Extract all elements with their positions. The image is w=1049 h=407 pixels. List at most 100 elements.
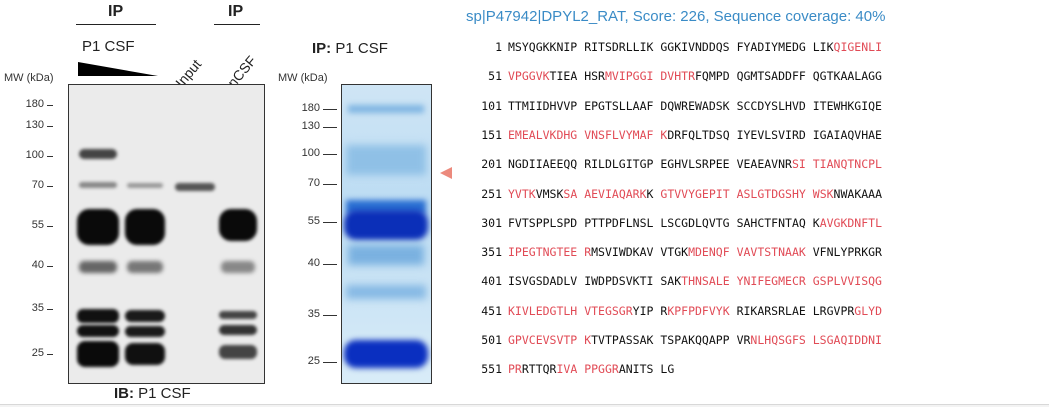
sequence-residues: RITSDRLLIK [584,40,654,54]
sequence-residues: EPGTSLLAAF [584,98,654,113]
sequence-residues: SAK [660,274,682,289]
sequence-residues: SCCDYSLHVD [736,98,806,113]
band-25-lane1 [77,341,119,367]
band-70-input [175,183,215,191]
matched-peptide: MVIPGGI [604,69,654,84]
band-45-ncsf [221,261,255,273]
sequence-position: 451 [481,303,502,318]
concentration-wedge [78,62,158,76]
mascot-hit-title: sp|P47942|DPYL2_RAT, Score: 226, Sequenc… [466,8,886,25]
sequence-residues: ITEWHKGIQE [812,98,882,113]
matched-peptide: VTEGSGR [584,303,633,318]
western-blot-image [68,84,265,384]
sequence-line: 501 GPVCEVSVTP KTVTPASSAK TSPAKQQAPP VRNL… [466,333,882,347]
matched-peptide: GLYD [854,303,882,318]
gel-ip-label: P1 CSF [335,40,388,57]
gel-mw-marker-25: 25 [307,355,320,367]
gel-band-40 [346,285,426,299]
blot-mw-marker-40: 40 [31,259,44,271]
matched-peptide: R [584,245,592,260]
sequence-line: 1 MSYQGKKNIP RITSDRLLIK GGKIVNDDQS FYADIY… [466,40,882,54]
sequence-residues: ANITS [618,362,654,377]
blot-mw-marker-130: 130 [25,119,44,131]
gel-mw-tick [323,109,337,110]
matched-peptide: DVHTR [660,69,695,84]
blot-mw-tick [47,226,53,227]
gel-mw-label: MW (kDa) [278,72,328,84]
matched-peptide: VNSFLVYMAF [584,127,654,142]
sequence-position: 201 [481,157,502,172]
matched-peptide: GPVCEVSVTP [508,333,578,347]
ip-underline-ncsf [214,24,260,25]
matched-peptide: GTVVYGEPIT [660,186,730,201]
sequence-residues: NWAKAAA [833,186,883,201]
band-33-lane2 [125,326,165,337]
ib-caption: IB: P1 CSF [114,385,191,402]
gel-mw-marker-35: 35 [307,308,320,320]
sequence-line: 251 YVTKVMSKSA AEVIAQARKK GTVVYGEPIT ASLG… [466,187,882,201]
matched-peptide: EMEALVKDHG [508,127,578,142]
matched-peptide: IVA [556,362,578,377]
band-55-lane2 [125,209,165,245]
matched-peptide: KIVLEDGTLH [508,303,578,318]
pointer-arrowhead-icon [440,167,452,179]
blot-mw-marker-25: 25 [31,347,44,359]
band-35-lane1 [77,309,119,323]
matched-peptide: K [584,333,592,347]
matched-peptide: KPFPDFVYK [667,303,730,318]
sequence-residues: LG [660,362,675,377]
sequence-line: 451 KIVLEDGTLH VTEGSGRYIP RKPFPDFVYK RIKA… [466,304,882,318]
band-45-lane2 [127,261,163,273]
band-33-lane1 [77,325,119,337]
gel-mw-tick [323,264,337,265]
matched-peptide: PR [508,362,522,377]
band-33-ncsf [219,325,257,335]
band-70-lane2 [127,183,163,188]
blot-mw-marker-100: 100 [25,149,44,161]
sequence-residues: FYADIYMEDG [736,40,806,54]
sequence-position: 151 [481,127,502,142]
gel-smear-mid [348,245,424,265]
gel-band-55 [344,210,428,240]
gel-ip-prefix: IP: [312,40,332,57]
matched-peptide: TIANQTNCPL [812,157,882,172]
sequence-position: 351 [481,245,502,260]
sequence-residues: MSVIWDKAV [591,245,654,260]
sequence-residues: IYEVLSVIRD [736,127,806,142]
matched-peptide: ASLGTDGSHY [736,186,806,201]
gel-ip-caption: IP: P1 CSF [312,40,388,57]
sequence-residues: VTGK [660,245,689,260]
gel-mw-tick [323,154,337,155]
sequence-residues: QGMTSADDFF [736,69,806,84]
ip-underline [76,24,156,25]
sequence-position: 551 [481,362,502,377]
gel-band-25 [344,340,428,368]
sequence-residues: TSPAKQQAPP [660,333,730,347]
matched-peptide: GSPLVVISQG [812,274,882,289]
gel-mw-marker-130: 130 [301,120,320,132]
sequence-residues: TIEA [549,69,578,84]
blot-ip-header-ncsf: IP [228,3,244,20]
sequence-residues: SAHCTFNTAQ [736,215,806,230]
gel-mw-marker-70: 70 [307,177,320,189]
blot-sample-label: P1 CSF [82,38,135,55]
ib-prefix: IB: [114,385,134,402]
sequence-residues: LIK [812,40,834,54]
sequence-residues: YIP [632,303,654,318]
matched-peptide: IPEGTNGTEE [508,245,578,260]
band-25-lane2 [125,343,165,365]
sequence-residues: RILDLGITGP [584,157,654,172]
band-70-lane1 [79,182,117,188]
matched-peptide: VAVTSTNAAK [736,245,806,260]
blot-mw-marker-70: 70 [31,179,44,191]
blot-mw-tick [47,156,53,157]
sequence-residues: VMSK [535,186,564,201]
blot-mw-tick [47,186,53,187]
gel-mw-tick [323,362,337,363]
sequence-residues: FVTSPPLSPD [508,215,578,230]
gel-mw-marker-100: 100 [301,147,320,159]
gel-smear-upper [346,145,426,175]
sequence-line: 151 EMEALVKDHG VNSFLVYMAF KDRFQLTDSQ IYEV… [466,128,882,142]
sequence-line: 201 NGDIIAEEQQ RILDLGITGP EGHVLSRPEE VEAE… [466,157,882,171]
sequence-line: 101 TTMIIDHVVP EPGTSLLAAF DQWREWADSK SCCD… [466,99,882,113]
